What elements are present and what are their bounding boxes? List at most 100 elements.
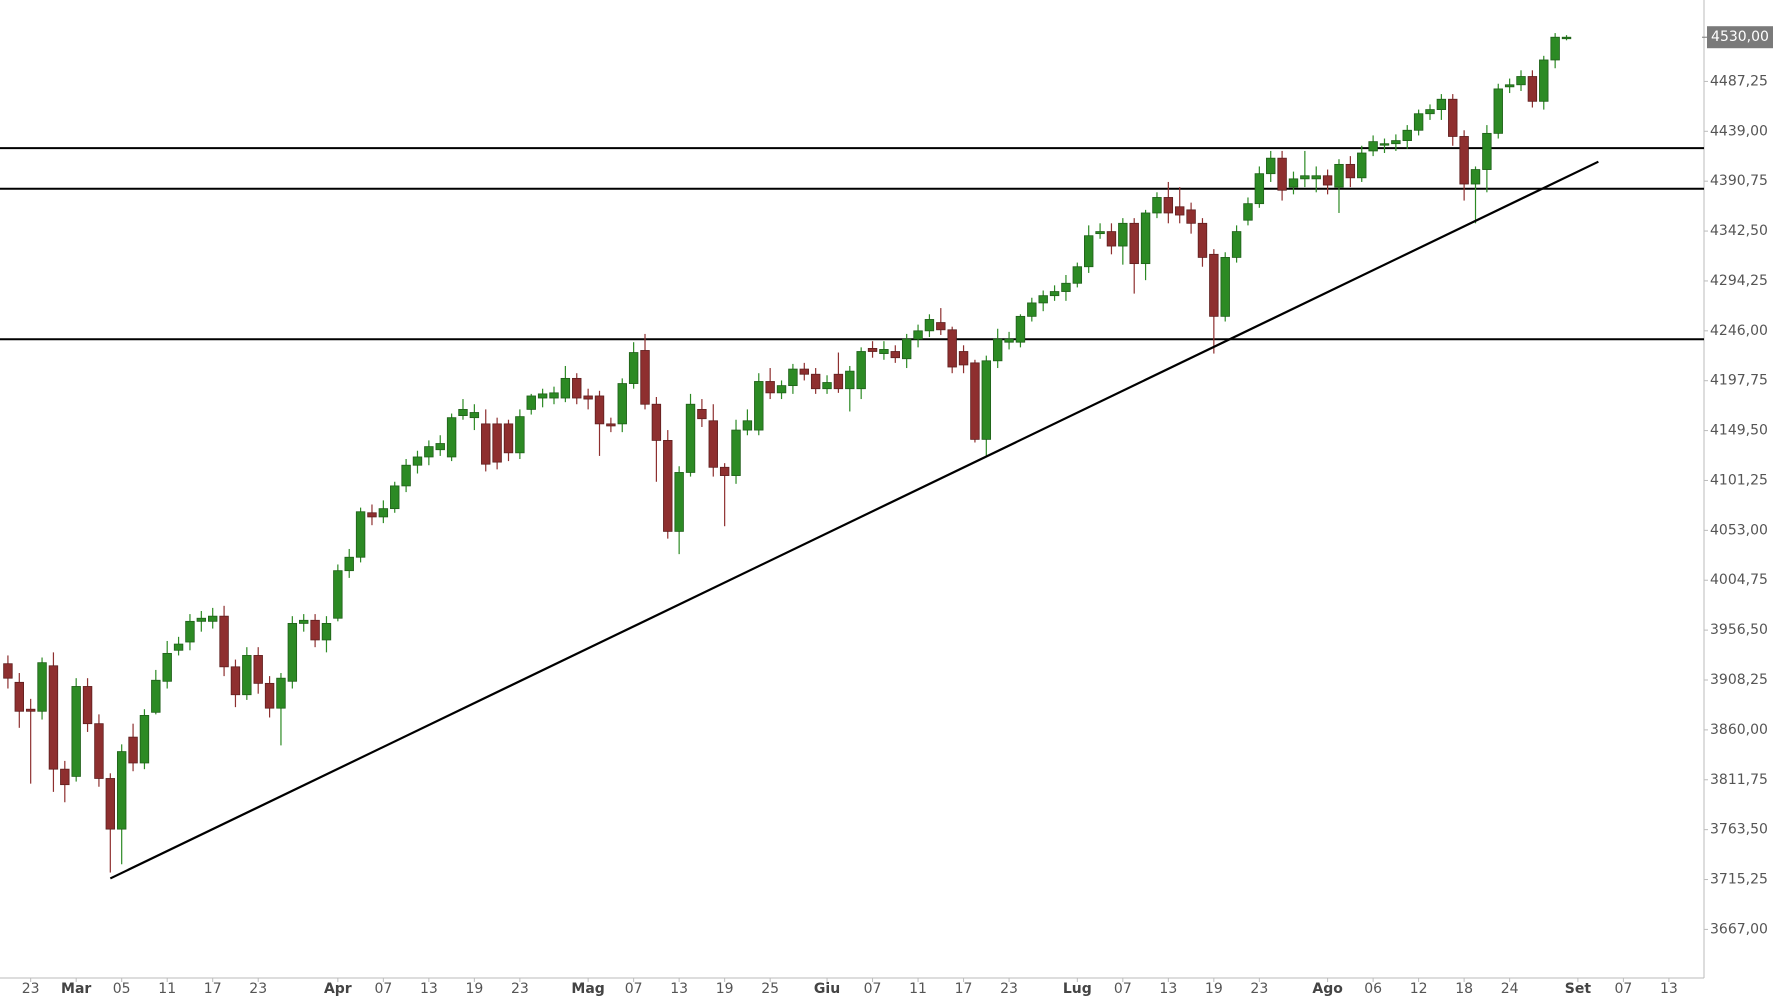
candle-body (1243, 203, 1253, 221)
candle-body (1379, 143, 1390, 146)
last-price-box (1707, 26, 1773, 49)
candle-body (822, 382, 832, 390)
candle-body (1368, 141, 1378, 152)
candle-body (469, 412, 480, 419)
x-tick-label: 17 (204, 981, 222, 997)
y-tick-label: 4101,25 (1710, 472, 1768, 488)
candle-body (936, 322, 946, 331)
candle-body (776, 385, 787, 394)
x-tick-label: Ago (1312, 981, 1343, 997)
candle-body (1311, 175, 1321, 180)
candle-body (1266, 157, 1276, 175)
candle-body (378, 508, 389, 518)
candle-body (253, 655, 263, 684)
candle-body (515, 416, 525, 454)
x-tick-label: 12 (1410, 981, 1428, 997)
candle-body (242, 655, 252, 696)
candle-body (367, 512, 377, 518)
candle-body (424, 446, 434, 458)
x-tick-label: 24 (1501, 981, 1519, 997)
candle-body (401, 464, 411, 487)
candle-body (412, 456, 423, 466)
last-price-label: 4530,00 (1711, 29, 1769, 45)
candle-body (1140, 212, 1151, 265)
x-tick-label: Mar (61, 981, 91, 997)
candle-body (1345, 163, 1356, 179)
candle-body (37, 662, 47, 712)
y-tick-label: 4053,00 (1710, 522, 1768, 538)
candle-body (1493, 88, 1503, 134)
candle-body (481, 423, 491, 465)
x-tick-label: 05 (113, 981, 131, 997)
y-tick-label: 4149,50 (1710, 423, 1768, 439)
candle-body (492, 423, 502, 463)
candle-body (1561, 36, 1572, 40)
candle-body (219, 615, 229, 668)
x-tick-label: 23 (511, 981, 529, 997)
x-tick-label: 13 (420, 981, 438, 997)
candle-body (1357, 152, 1367, 179)
candle-body (1220, 257, 1230, 317)
candle-body (128, 736, 138, 764)
candle-body (1402, 129, 1412, 142)
candle-body (1152, 197, 1162, 214)
candle-body (1482, 132, 1492, 170)
candle-body (151, 679, 161, 713)
candle-body (105, 778, 116, 830)
candle-body (594, 395, 605, 425)
x-tick-label: 23 (1000, 981, 1018, 997)
candle-body (71, 686, 81, 777)
candle-body (208, 615, 218, 622)
candle-body (890, 351, 900, 359)
candle-body (82, 686, 93, 725)
x-tick-label: 13 (1159, 981, 1177, 997)
candle-body (799, 368, 809, 375)
candle-body (1550, 36, 1560, 61)
candle-body (1231, 231, 1242, 258)
candle-body (1118, 222, 1128, 247)
candle-body (1448, 98, 1458, 137)
candle-body (355, 511, 366, 558)
candle-body (1277, 157, 1287, 191)
candle-body (788, 368, 798, 387)
x-tick-label: 17 (955, 981, 973, 997)
candle-body (674, 472, 684, 532)
candle-body (1322, 175, 1333, 186)
candle-body (731, 429, 741, 476)
candle-body (458, 408, 468, 416)
candle-body (139, 715, 150, 764)
y-tick-label: 3811,75 (1710, 772, 1768, 788)
candle-body (435, 443, 445, 451)
candle-body (1470, 169, 1481, 185)
candle-body (1209, 253, 1219, 317)
candle-body (560, 377, 571, 399)
y-tick-label: 4342,50 (1710, 223, 1768, 239)
candle-body (708, 420, 718, 468)
candle-body (1061, 282, 1071, 292)
y-tick-label: 3715,25 (1710, 872, 1768, 888)
candle-body (196, 617, 207, 622)
candle-body (446, 417, 457, 458)
candle-body (162, 652, 172, 682)
x-tick-label: Mag (571, 981, 604, 997)
candle-body (60, 768, 70, 786)
y-tick-label: 4246,00 (1710, 323, 1768, 339)
trendline (109, 160, 1599, 880)
candle-body (606, 423, 616, 427)
x-tick-label: 19 (716, 981, 734, 997)
x-tick-label: 13 (670, 981, 688, 997)
candle-body (1095, 231, 1105, 235)
candle-body (1391, 140, 1401, 145)
candle-body (1334, 163, 1344, 188)
x-tick-label: 06 (1364, 981, 1382, 997)
candle-body (663, 440, 673, 532)
y-tick-label: 3860,00 (1710, 722, 1768, 738)
candle-body (901, 338, 912, 360)
candle-body (390, 485, 400, 510)
candle-body (333, 570, 343, 619)
candle-body (1539, 59, 1549, 102)
candle-body (879, 349, 889, 354)
candle-body (25, 708, 36, 712)
x-tick-label: 07 (374, 981, 392, 997)
